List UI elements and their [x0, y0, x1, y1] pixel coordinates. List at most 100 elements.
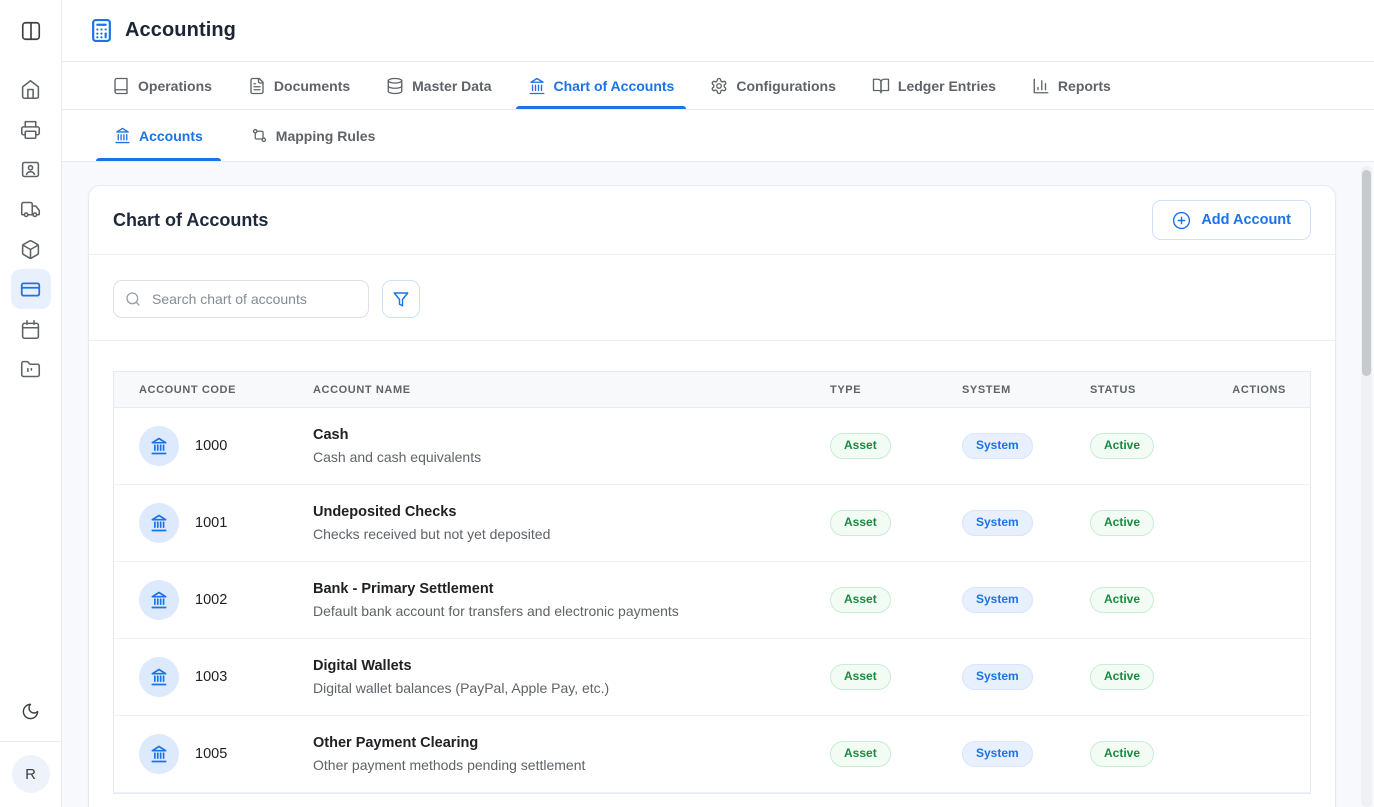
bank-icon [114, 127, 131, 144]
status-badge: Active [1090, 664, 1154, 690]
account-name: Other Payment Clearing [313, 735, 830, 751]
account-code-cell: 1000 [114, 426, 313, 466]
theme-toggle-button[interactable] [11, 691, 51, 731]
status-cell: Active [1090, 433, 1210, 459]
type-cell: Asset [830, 510, 962, 536]
account-name: Undeposited Checks [313, 504, 830, 520]
status-badge: Active [1090, 587, 1154, 613]
account-name: Cash [313, 427, 830, 443]
folder-kanban-icon [20, 359, 41, 380]
bank-icon [139, 426, 179, 466]
status-badge: Active [1090, 433, 1154, 459]
avatar-container: R [12, 742, 50, 807]
tab-operations[interactable]: Operations [100, 62, 224, 109]
card-title: Chart of Accounts [113, 210, 268, 231]
account-name-cell: Other Payment Clearing Other payment met… [313, 735, 830, 773]
scrollbar-track[interactable] [1361, 166, 1372, 807]
status-cell: Active [1090, 664, 1210, 690]
system-badge: System [962, 587, 1033, 613]
subtab-accounts[interactable]: Accounts [96, 110, 221, 161]
system-cell: System [962, 664, 1090, 690]
add-account-button[interactable]: Add Account [1152, 200, 1311, 240]
type-cell: Asset [830, 664, 962, 690]
book-icon [112, 77, 130, 95]
account-name: Bank - Primary Settlement [313, 581, 830, 597]
sidebar-item-projects[interactable] [11, 349, 51, 389]
tab-reports[interactable]: Reports [1020, 62, 1123, 109]
tab-configurations[interactable]: Configurations [698, 62, 848, 109]
sidebar-item-calendar[interactable] [11, 309, 51, 349]
sidebar-item-accounting[interactable] [11, 269, 51, 309]
home-icon [20, 79, 41, 100]
tab-chart-of-accounts[interactable]: Chart of Accounts [516, 62, 687, 109]
column-header-system: SYSTEM [962, 384, 1090, 396]
filter-button[interactable] [382, 280, 420, 318]
system-cell: System [962, 510, 1090, 536]
table-toolbar [89, 255, 1335, 341]
tab-label: Ledger Entries [898, 78, 996, 94]
type-badge: Asset [830, 510, 891, 536]
sidebar-item-home[interactable] [11, 69, 51, 109]
tab-label: Reports [1058, 78, 1111, 94]
status-cell: Active [1090, 741, 1210, 767]
filter-funnel-icon [392, 290, 410, 308]
type-cell: Asset [830, 587, 962, 613]
gear-icon [710, 77, 728, 95]
card-header: Chart of Accounts Add Account [89, 186, 1335, 255]
tab-master-data[interactable]: Master Data [374, 62, 503, 109]
type-cell: Asset [830, 433, 962, 459]
tab-documents[interactable]: Documents [236, 62, 362, 109]
sidebar-item-shipping[interactable] [11, 189, 51, 229]
sidebar-item-inventory[interactable] [11, 229, 51, 269]
account-code: 1001 [195, 515, 227, 531]
system-badge: System [962, 741, 1033, 767]
search-input[interactable] [113, 280, 369, 318]
tab-label: Chart of Accounts [554, 78, 675, 94]
tab-label: Documents [274, 78, 350, 94]
avatar[interactable]: R [12, 755, 50, 793]
account-code: 1002 [195, 592, 227, 608]
database-icon [386, 77, 404, 95]
content-area: Chart of Accounts Add Account ACCOUNT CO… [62, 162, 1374, 807]
panel-toggle-icon [20, 20, 42, 42]
status-badge: Active [1090, 510, 1154, 536]
subtab-mapping-rules[interactable]: Mapping Rules [233, 110, 394, 161]
account-code-cell: 1001 [114, 503, 313, 543]
status-badge: Active [1090, 741, 1154, 767]
sub-tabs: Accounts Mapping Rules [62, 110, 1374, 162]
bank-icon [139, 580, 179, 620]
system-badge: System [962, 510, 1033, 536]
scrollbar-thumb[interactable] [1362, 170, 1371, 376]
sidebar-item-contacts[interactable] [11, 149, 51, 189]
sidebar-footer: R [0, 691, 61, 807]
bank-icon [139, 657, 179, 697]
table-row: 1001 Undeposited Checks Checks received … [114, 485, 1310, 562]
sidebar-collapse-button[interactable] [11, 11, 51, 51]
system-cell: System [962, 433, 1090, 459]
account-description: Checks received but not yet deposited [313, 526, 830, 542]
account-name-cell: Bank - Primary Settlement Default bank a… [313, 581, 830, 619]
status-cell: Active [1090, 510, 1210, 536]
tab-ledger-entries[interactable]: Ledger Entries [860, 62, 1008, 109]
column-header-actions: ACTIONS [1210, 384, 1310, 396]
account-name-cell: Digital Wallets Digital wallet balances … [313, 658, 830, 696]
sidebar: R [0, 0, 62, 807]
sidebar-item-printer[interactable] [11, 109, 51, 149]
column-header-type: TYPE [830, 384, 962, 396]
account-code: 1005 [195, 746, 227, 762]
account-code: 1003 [195, 669, 227, 685]
credit-card-icon [20, 279, 41, 300]
type-badge: Asset [830, 664, 891, 690]
table-row: 1002 Bank - Primary Settlement Default b… [114, 562, 1310, 639]
system-badge: System [962, 664, 1033, 690]
book-open-icon [872, 77, 890, 95]
account-description: Cash and cash equivalents [313, 449, 830, 465]
sidebar-header [0, 0, 61, 62]
tab-label: Operations [138, 78, 212, 94]
system-badge: System [962, 433, 1033, 459]
main-tabs: Operations Documents Master Data Chart o… [62, 62, 1374, 110]
type-badge: Asset [830, 741, 891, 767]
printer-icon [20, 119, 41, 140]
system-cell: System [962, 741, 1090, 767]
account-description: Other payment methods pending settlement [313, 757, 830, 773]
